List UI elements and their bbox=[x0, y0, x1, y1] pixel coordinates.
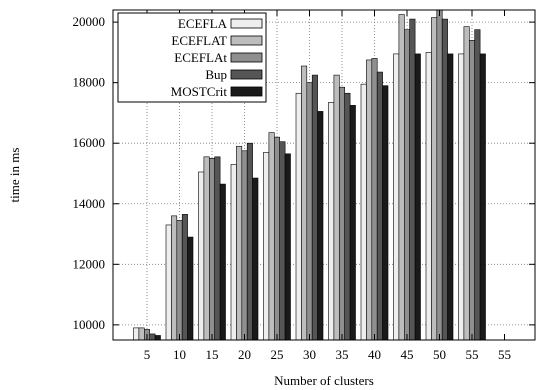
bar-eceflat-50 bbox=[436, 9, 443, 341]
bar-ecefla-40 bbox=[360, 83, 367, 341]
bar-ecefla-5 bbox=[133, 327, 140, 341]
x-tick-label: 15 bbox=[206, 347, 219, 362]
x-tick-label: 10 bbox=[173, 347, 186, 362]
legend-swatch-bup bbox=[230, 69, 263, 80]
bar-eceflat-20 bbox=[236, 145, 243, 341]
y-tick-label: 18000 bbox=[73, 75, 106, 90]
legend-label-bup: Bup bbox=[205, 67, 227, 82]
bar-bup-50 bbox=[441, 18, 448, 341]
plot-frame bbox=[112, 9, 536, 341]
y-tick-label: 12000 bbox=[73, 256, 106, 271]
bar-eceflat-15 bbox=[203, 156, 210, 341]
bar-eceflat-30 bbox=[301, 65, 308, 341]
y-axis-label: time in ms bbox=[7, 148, 22, 203]
legend-swatch-eceflat bbox=[230, 35, 263, 46]
bar-ecefla-30 bbox=[295, 92, 302, 341]
x-tick-label: 20 bbox=[238, 347, 251, 362]
bar-eceflat-10 bbox=[176, 220, 183, 341]
x-tick-label: 30 bbox=[303, 347, 316, 362]
bar-mostcrit-40 bbox=[382, 85, 389, 341]
legend-swatch-eceflat bbox=[230, 52, 263, 63]
bar-ecefla-20 bbox=[230, 164, 237, 341]
bar-mostcrit-55 bbox=[479, 53, 486, 341]
x-tick-label: 55 bbox=[466, 347, 479, 362]
x-tick-label: 45 bbox=[401, 347, 414, 362]
bar-eceflat-35 bbox=[333, 74, 340, 341]
x-tick-label: 35 bbox=[336, 347, 349, 362]
bar-mostcrit-35 bbox=[349, 105, 356, 341]
bar-eceflat-55 bbox=[463, 26, 470, 341]
bar-bup-40 bbox=[376, 71, 383, 341]
bar-eceflat-10 bbox=[171, 215, 178, 341]
bar-eceflat-50 bbox=[431, 17, 438, 341]
bar-mostcrit-15 bbox=[219, 183, 226, 341]
bar-mostcrit-25 bbox=[284, 153, 291, 341]
bar-bup-45 bbox=[409, 18, 416, 341]
bar-eceflat-35 bbox=[338, 86, 345, 341]
bar-eceflat-40 bbox=[371, 58, 378, 341]
bar-bup-10 bbox=[181, 214, 188, 341]
bar-bup-25 bbox=[279, 141, 286, 341]
bar-eceflat-15 bbox=[209, 158, 216, 341]
legend-label-mostcrit: MOSTCrit bbox=[171, 84, 228, 99]
bar-ecefla-55 bbox=[458, 53, 465, 341]
bar-mostcrit-10 bbox=[187, 236, 194, 341]
legend-label-ecefla: ECEFLA bbox=[178, 16, 228, 31]
bar-eceflat-5 bbox=[138, 327, 145, 341]
bar-eceflat-55 bbox=[468, 39, 475, 341]
bar-bup-15 bbox=[214, 156, 221, 341]
bar-mostcrit-45 bbox=[414, 53, 421, 341]
bar-mostcrit-50 bbox=[447, 53, 454, 341]
x-tick-label: 55 bbox=[498, 347, 511, 362]
bar-eceflat-45 bbox=[403, 29, 410, 341]
y-tick-label: 16000 bbox=[73, 135, 106, 150]
bar-ecefla-25 bbox=[263, 151, 270, 341]
bar-mostcrit-30 bbox=[317, 111, 324, 341]
legend-swatch-mostcrit bbox=[230, 86, 263, 97]
legend-swatch-ecefla bbox=[230, 18, 263, 29]
bar-ecefla-45 bbox=[393, 53, 400, 341]
bar-eceflat-25 bbox=[273, 136, 280, 341]
legend-label-eceflat: ECEFLAt bbox=[174, 50, 227, 65]
bar-bup-5 bbox=[149, 333, 156, 341]
x-axis-label: Number of clusters bbox=[274, 373, 374, 388]
bar-ecefla-10 bbox=[165, 224, 172, 341]
x-tick-label: 40 bbox=[368, 347, 381, 362]
x-tick-label: 25 bbox=[271, 347, 284, 362]
x-tick-label: 50 bbox=[433, 347, 446, 362]
bar-eceflat-30 bbox=[306, 82, 313, 341]
bar-eceflat-25 bbox=[268, 132, 275, 341]
y-tick-label: 14000 bbox=[73, 196, 106, 211]
bar-bup-35 bbox=[344, 92, 351, 341]
bar-mostcrit-20 bbox=[252, 177, 259, 341]
bar-eceflat-20 bbox=[241, 150, 248, 341]
x-tick-label: 5 bbox=[144, 347, 151, 362]
bar-eceflat-40 bbox=[366, 59, 373, 341]
bar-eceflat-45 bbox=[398, 14, 405, 341]
tick-labels: 10000 12000 14000 16000 18000 20000 5 10 15 20 25 3… bbox=[73, 14, 512, 362]
bar-bup-30 bbox=[311, 74, 318, 341]
y-tick-label: 10000 bbox=[73, 317, 106, 332]
tick-marks bbox=[113, 10, 535, 340]
bar-mostcrit-5 bbox=[154, 335, 161, 341]
bar-ecefla-15 bbox=[198, 171, 205, 341]
bar-bup-20 bbox=[246, 142, 253, 341]
legend-label-eceflat: ECEFLAT bbox=[171, 33, 227, 48]
bar-bup-55 bbox=[474, 29, 481, 341]
bar-ecefla-50 bbox=[425, 52, 432, 341]
y-tick-label: 20000 bbox=[73, 14, 106, 29]
bar-ecefla-35 bbox=[328, 102, 335, 341]
legend: ECEFLA ECEFLAT ECEFLAt Bup MOSTCrit bbox=[117, 12, 267, 103]
